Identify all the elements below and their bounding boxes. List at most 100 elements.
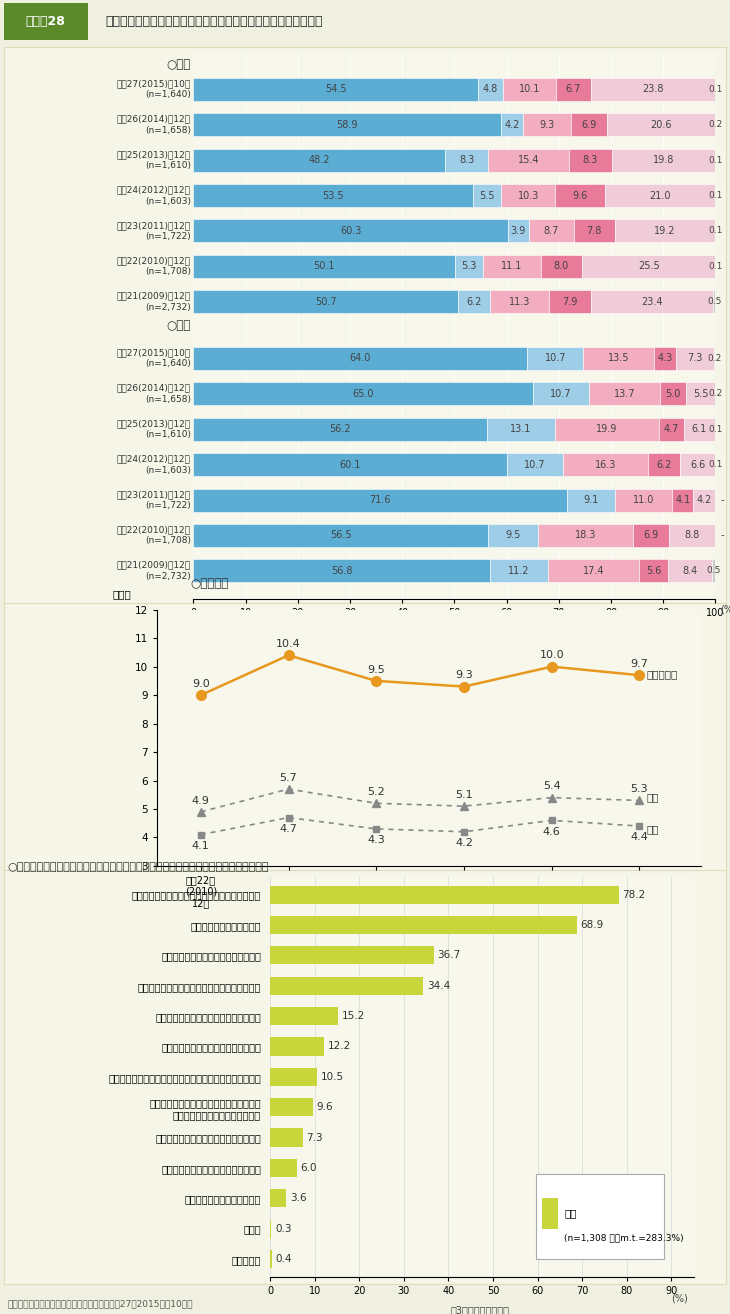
Text: 9.6: 9.6 xyxy=(316,1102,333,1112)
Text: (n=1,308 人、m.t.=283.3%): (n=1,308 人、m.t.=283.3%) xyxy=(564,1234,684,1242)
Bar xyxy=(488,148,569,172)
Text: 6.7: 6.7 xyxy=(566,84,581,95)
Text: 8.4: 8.4 xyxy=(683,566,698,576)
Bar xyxy=(528,347,583,371)
Text: 15.4: 15.4 xyxy=(518,155,539,166)
Bar xyxy=(712,290,715,313)
Bar xyxy=(508,219,529,242)
Text: 6.6: 6.6 xyxy=(690,460,705,469)
Text: 4.2: 4.2 xyxy=(504,120,520,130)
Text: 20.6: 20.6 xyxy=(650,120,672,130)
Text: 10.1: 10.1 xyxy=(518,84,540,95)
Text: 9.0: 9.0 xyxy=(192,679,210,689)
Text: （3つまで複数回答）: （3つまで複数回答） xyxy=(450,1306,509,1314)
Text: 9.6: 9.6 xyxy=(572,191,588,201)
Text: 9.3: 9.3 xyxy=(455,670,473,681)
Text: 0.5: 0.5 xyxy=(707,566,721,576)
Text: 総数: 総数 xyxy=(564,1209,577,1218)
Text: 0.1: 0.1 xyxy=(709,424,723,434)
Text: 10.7: 10.7 xyxy=(550,389,572,399)
Bar xyxy=(501,113,523,137)
Text: 平成27(2015)年10月
(n=1,640): 平成27(2015)年10月 (n=1,640) xyxy=(117,348,191,368)
Text: 15.2: 15.2 xyxy=(342,1010,365,1021)
Bar xyxy=(680,453,715,476)
Text: 16.3: 16.3 xyxy=(595,460,616,469)
Bar xyxy=(556,78,591,101)
Text: 19.8: 19.8 xyxy=(653,155,675,166)
Text: 23.8: 23.8 xyxy=(642,84,664,95)
Text: 図表－28: 図表－28 xyxy=(26,16,65,28)
Bar xyxy=(507,453,563,476)
Text: 0.3: 0.3 xyxy=(275,1223,291,1234)
Text: 0.4: 0.4 xyxy=(275,1254,292,1264)
Bar xyxy=(193,489,567,511)
Text: 8.3: 8.3 xyxy=(583,155,598,166)
Text: 54.5: 54.5 xyxy=(325,84,347,95)
Text: 34.4: 34.4 xyxy=(427,980,450,991)
Text: ○「食事を家族と一緒に食べることは、一人で食べるよりどのような利点があるか。」: ○「食事を家族と一緒に食べることは、一人で食べるよりどのような利点があるか。」 xyxy=(7,862,269,872)
Text: 10.7: 10.7 xyxy=(545,353,566,364)
Text: 6.2: 6.2 xyxy=(656,460,672,469)
Bar xyxy=(538,524,634,547)
Text: ○共食回数: ○共食回数 xyxy=(191,577,228,590)
Bar xyxy=(672,489,694,511)
Text: 7.3: 7.3 xyxy=(306,1133,323,1143)
Bar xyxy=(654,347,676,371)
Bar xyxy=(458,290,491,313)
Bar xyxy=(615,219,715,242)
Text: 71.6: 71.6 xyxy=(369,495,391,505)
Text: 0.2: 0.2 xyxy=(708,120,723,129)
Text: 8.7: 8.7 xyxy=(544,226,559,237)
Bar xyxy=(488,524,538,547)
Bar xyxy=(491,290,550,313)
Text: 資料：内閣府「食育に関する意識調査」（平成27（2015）年10月）: 資料：内閣府「食育に関する意識調査」（平成27（2015）年10月） xyxy=(7,1300,193,1309)
Text: 9.3: 9.3 xyxy=(539,120,555,130)
Text: 0.1: 0.1 xyxy=(708,85,722,93)
Bar xyxy=(193,382,533,405)
Bar xyxy=(591,290,712,313)
Bar xyxy=(193,255,455,277)
Text: 平成25(2013)年12月
(n=1,610): 平成25(2013)年12月 (n=1,610) xyxy=(117,419,191,439)
Text: 60.3: 60.3 xyxy=(340,226,361,237)
Text: 4.3: 4.3 xyxy=(658,353,672,364)
Bar xyxy=(591,78,715,101)
Text: 9.7: 9.7 xyxy=(631,658,648,669)
Bar xyxy=(523,113,572,137)
Text: 48.2: 48.2 xyxy=(309,155,330,166)
Bar xyxy=(550,290,591,313)
Text: 平成24(2012)年12月
(n=1,603): 平成24(2012)年12月 (n=1,603) xyxy=(117,455,191,474)
Text: 12.2: 12.2 xyxy=(328,1042,351,1051)
Text: 56.8: 56.8 xyxy=(331,566,353,576)
Bar xyxy=(270,916,577,934)
Text: 5.1: 5.1 xyxy=(455,790,473,800)
Bar xyxy=(533,382,588,405)
Text: 0.5: 0.5 xyxy=(707,297,721,306)
Text: -: - xyxy=(721,495,724,505)
Text: 5.7: 5.7 xyxy=(280,773,297,783)
Text: 5.5: 5.5 xyxy=(693,389,708,399)
Bar xyxy=(193,347,528,371)
Text: 7.8: 7.8 xyxy=(587,226,602,237)
Bar xyxy=(487,418,555,440)
Text: 7.3: 7.3 xyxy=(688,353,703,364)
Text: 8.0: 8.0 xyxy=(554,261,569,271)
Bar xyxy=(634,524,669,547)
Bar xyxy=(715,382,716,405)
Text: 5.4: 5.4 xyxy=(543,782,561,791)
Text: 50.1: 50.1 xyxy=(313,261,335,271)
Text: 4.1: 4.1 xyxy=(675,495,691,505)
Text: ○朝食: ○朝食 xyxy=(166,58,191,71)
Bar xyxy=(572,113,607,137)
Bar xyxy=(490,560,548,582)
Text: 4.2: 4.2 xyxy=(696,495,712,505)
Text: 8.8: 8.8 xyxy=(685,531,700,540)
Bar xyxy=(712,560,715,582)
Text: 0.1: 0.1 xyxy=(708,226,722,235)
Text: 23.4: 23.4 xyxy=(641,297,662,306)
Bar xyxy=(270,1159,297,1177)
Bar xyxy=(478,78,503,101)
Bar xyxy=(659,418,683,440)
Bar xyxy=(445,148,488,172)
Text: (%): (%) xyxy=(721,604,730,615)
Text: 0.2: 0.2 xyxy=(708,389,723,398)
